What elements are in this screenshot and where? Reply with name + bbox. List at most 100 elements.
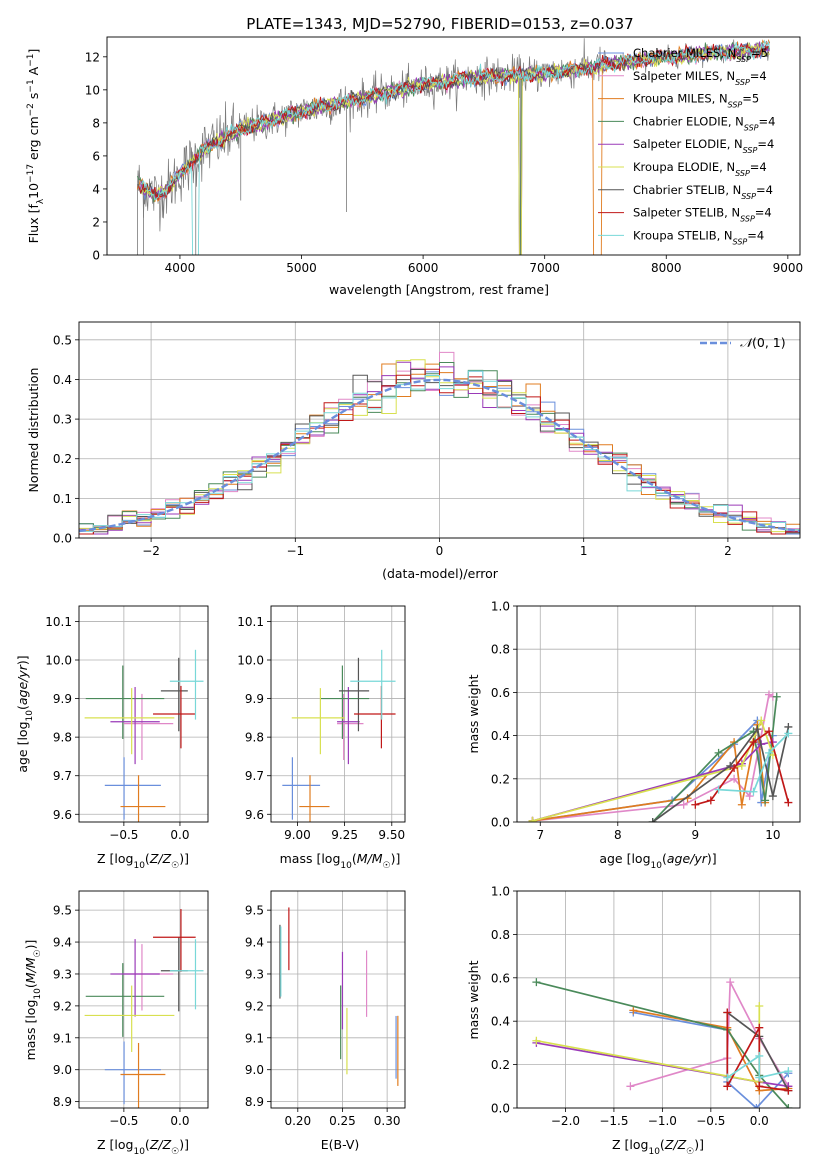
mass-vs-Z-panel-ytick-label: 9.3 [53,967,72,981]
age-vs-Z-panel-xtick-label: −0.5 [109,828,138,842]
mass-vs-EBV-panel-ytick-label: 8.9 [245,1095,264,1109]
age-vs-Z-panel-frame [78,605,209,823]
mass-weight-vs-age-panel-marker [784,798,793,807]
mass-weight-vs-age-panel-ytick-label: 1.0 [491,600,510,614]
legend-label: Kroupa STELIB, NSSP=4 [633,228,764,246]
mass-weight-vs-Z-x-axis-label: Z [log10(Z/Z☉)] [612,1137,704,1157]
mass-weight-vs-age-panel-xtick-label: 10 [765,828,780,842]
mass-weight-vs-age-panel: 7 8 9 10 0.0 0.2 0.4 0.6 0.8 1.0 age [log10(age/yr… [466,600,801,871]
mass-weight-vs-age-panel-marker [706,796,715,805]
residual-panel-xtick-label: −2 [142,544,160,558]
mass-vs-EBV-panel-ytick-label: 9.3 [245,967,264,981]
spectrum-panel-xtick-label: 9000 [773,261,804,275]
spectrum-panel-xtick-label: 5000 [286,261,317,275]
mass-vs-Z-panel-ytick-label: 9.1 [53,1031,72,1045]
age-vs-mass-panel-xtick-label: 9.00 [284,828,311,842]
legend-label: Kroupa MILES, NSSP=5 [633,92,759,110]
age-vs-Z-panel-ytick-label: 9.7 [53,769,72,783]
age-vs-mass-panel-frame [270,605,406,823]
mass-vs-EBV-panel-xtick-label: 0.30 [374,1114,401,1128]
mass-vs-Z-panel-xtick-label: 0.0 [170,1114,189,1128]
residual-x-axis-label: (data-model)/error [382,566,499,581]
mass-weight-vs-age-panel-series-line [532,718,774,822]
spectrum-panel-ytick-label: 4 [92,182,100,196]
mass-weight-vs-age-panel-marker [730,764,739,772]
mass-weight-vs-age-panel-marker [764,727,773,736]
mass-weight-vs-Z-panel-marker [723,1073,732,1082]
residual-panel-ytick-label: 0.0 [53,532,72,546]
mass-weight-vs-age-panel-ytick-label: 0.0 [491,816,510,830]
mass-vs-EBV-panel-ytick-label: 9.1 [245,1031,264,1045]
residual-legend-label: 𝒩(0, 1) [740,335,786,350]
residual-panel-ytick-label: 0.3 [53,413,72,427]
mass-weight-vs-age-panel-series-line [532,741,774,822]
mass-weight-vs-age-panel-plot-area [528,690,793,822]
mass-weight-vs-age-panel-marker [784,729,793,738]
mass-weight-vs-Z-panel-ytick-label: 0.2 [491,1058,510,1072]
age-vs-mass-panel-xtick-label: 9.25 [331,828,358,842]
mass-weight-vs-age-panel-marker [761,796,770,805]
residual-panel-xtick-label: 0 [436,544,444,558]
age-vs-mass-panel-ytick-label: 9.9 [245,692,264,706]
mass-weight-vs-age-panel-marker [764,748,773,757]
residual-panel-plot-area [79,351,800,535]
spectrum-panel-frame [106,36,801,256]
mass-weight-vs-age-panel-marker [757,716,766,725]
mass-weight-vs-Z-panel-marker [755,1073,764,1082]
mass-weight-vs-Z-panel-ytick-label: 0.4 [491,1015,510,1029]
spectrum-legend: Chabrier MILES, NSSP=5 Salpeter MILES, NS… [598,46,775,246]
mass-weight-vs-Z-panel-ytick-label: 0.0 [491,1102,510,1116]
residual-panel-ytick-label: 0.5 [53,333,72,347]
spectrum-panel-xtick-label: 4000 [165,261,196,275]
legend-label: Chabrier STELIB, NSSP=4 [633,183,773,201]
age-vs-mass-panel-ytick-label: 9.7 [245,769,264,783]
mass-weight-vs-Z-panel-marker [626,1082,635,1091]
figure-title: PLATE=1343, MJD=52790, FIBERID=0153, z=0… [246,15,633,33]
age-vs-mass-panel-ytick-label: 9.8 [245,731,264,745]
spectrum-model-line [138,42,770,200]
residual-panel-ytick-label: 0.2 [53,452,72,466]
mass-vs-Z-y-axis-label: mass [log10(M/M☉)] [23,940,43,1061]
residual-panel-xtick-label: −1 [286,544,304,558]
mass-weight-vs-age-panel-marker [730,774,739,783]
mass-weight-vs-Z-panel-ytick-label: 0.8 [491,928,510,942]
mass-weight-vs-age-panel-ytick-label: 0.4 [491,729,510,743]
mass-weight-vs-Z-panel-xtick-label: −0.5 [696,1114,725,1128]
mass-vs-EBV-panel: 0.20 0.25 0.30 8.9 9.0 9.1 9.2 9.3 9.4 9.5 E(B-V) [245,890,406,1152]
mass-weight-vs-age-panel-series-line [718,732,790,793]
mass-weight-vs-age-panel-frame [516,605,801,823]
residual-y-axis-label: Normed distribution [26,368,41,493]
age-vs-Z-panel-plot-area [84,649,204,822]
residual-panel: −2 −1 0 1 2 0.0 0.1 0.2 0.3 0.4 0.5 𝒩(0, 1) (data-mo… [26,321,801,581]
mass-weight-vs-Z-panel-marker [723,1082,732,1091]
mass-weight-vs-age-panel-xtick-label: 7 [536,828,544,842]
mass-weight-vs-Z-panel-plot-area [532,978,793,1108]
age-vs-Z-panel-ytick-label: 10.1 [45,615,72,629]
mass-weight-vs-age-panel-marker [749,787,758,796]
mass-weight-vs-age-panel-marker [679,800,688,809]
age-vs-mass-panel-ytick-label: 9.6 [245,808,264,822]
spectrum-panel-ytick-label: 6 [92,149,100,163]
mass-vs-Z-panel: −0.5 0.0 8.9 9.0 9.1 9.2 9.3 9.4 9.5 Z [log10(Z/Z… [23,890,209,1157]
mass-weight-vs-Z-panel-marker [629,1006,638,1015]
mass-weight-vs-Z-panel-xtick-label: −1.0 [648,1114,677,1128]
legend-label: Salpeter MILES, NSSP=4 [633,69,767,87]
spectrum-panel-ytick-label: 2 [92,215,100,229]
age-vs-Z-panel: −0.5 0.0 9.6 9.7 9.8 9.9 10.0 10.1 Z [log10(Z/Z☉… [15,605,209,871]
mass-weight-vs-age-panel-xtick-label: 9 [692,828,700,842]
age-vs-mass-panel: 9.00 9.25 9.50 9.6 9.7 9.8 9.9 10.0 10.1 mass [lo… [237,605,406,871]
mass-vs-Z-panel-ytick-label: 9.0 [53,1063,72,1077]
spectrum-panel-ytick-label: 12 [85,50,100,64]
mass-weight-vs-age-panel-marker [691,800,700,809]
spectrum-panel-ytick-label: 10 [85,83,100,97]
legend-label: Chabrier MILES, NSSP=5 [633,46,768,64]
mass-weight-vs-age-panel-marker [714,785,723,794]
mass-vs-Z-panel-ytick-label: 9.2 [53,999,72,1013]
mass-weight-vs-age-panel-marker [772,692,781,701]
mass-weight-vs-age-panel-ytick-label: 0.6 [491,686,510,700]
mass-weight-vs-age-y-axis-label: mass weight [466,674,481,753]
mass-vs-EBV-panel-xtick-label: 0.20 [284,1114,311,1128]
age-vs-Z-panel-xtick-label: 0.0 [170,828,189,842]
mass-weight-vs-age-panel-ytick-label: 0.2 [491,772,510,786]
age-vs-Z-panel-ytick-label: 9.8 [53,731,72,745]
